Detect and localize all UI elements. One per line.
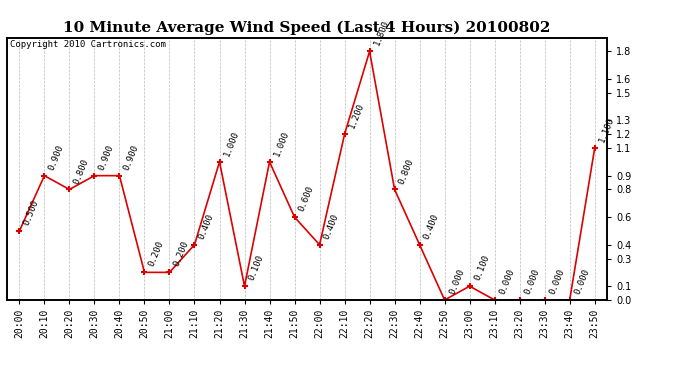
Text: 0.900: 0.900 — [97, 143, 116, 171]
Text: 0.800: 0.800 — [72, 157, 90, 185]
Text: 0.000: 0.000 — [573, 267, 591, 296]
Text: 0.100: 0.100 — [473, 254, 491, 282]
Text: 1.100: 1.100 — [598, 116, 616, 144]
Text: 0.900: 0.900 — [47, 143, 66, 171]
Text: 1.800: 1.800 — [373, 19, 391, 47]
Text: 0.800: 0.800 — [397, 157, 416, 185]
Text: Copyright 2010 Cartronics.com: Copyright 2010 Cartronics.com — [10, 40, 166, 49]
Text: 1.000: 1.000 — [222, 129, 241, 158]
Text: 1.200: 1.200 — [347, 102, 366, 130]
Text: 0.100: 0.100 — [247, 254, 266, 282]
Text: 0.500: 0.500 — [22, 198, 41, 227]
Text: 0.000: 0.000 — [522, 267, 541, 296]
Text: 0.900: 0.900 — [122, 143, 141, 171]
Text: 0.200: 0.200 — [147, 240, 166, 268]
Text: 0.000: 0.000 — [547, 267, 566, 296]
Text: 0.400: 0.400 — [197, 212, 216, 241]
Text: 0.000: 0.000 — [447, 267, 466, 296]
Text: 0.600: 0.600 — [297, 184, 316, 213]
Text: 0.000: 0.000 — [497, 267, 516, 296]
Text: 0.400: 0.400 — [322, 212, 341, 241]
Title: 10 Minute Average Wind Speed (Last 4 Hours) 20100802: 10 Minute Average Wind Speed (Last 4 Hou… — [63, 21, 551, 35]
Text: 0.200: 0.200 — [172, 240, 190, 268]
Text: 1.000: 1.000 — [273, 129, 290, 158]
Text: 0.400: 0.400 — [422, 212, 441, 241]
